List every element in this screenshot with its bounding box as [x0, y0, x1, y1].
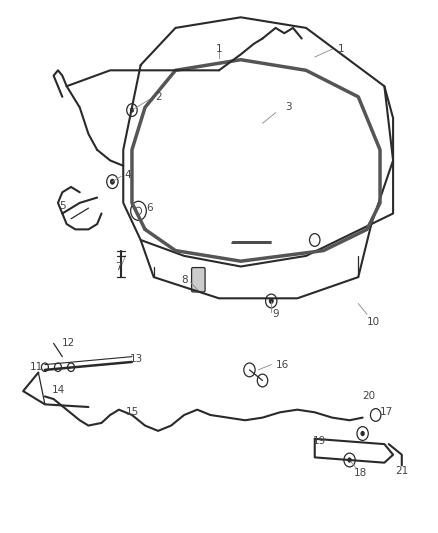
- Text: 3: 3: [285, 102, 292, 112]
- Circle shape: [269, 298, 273, 304]
- Text: 11: 11: [30, 362, 43, 372]
- Text: 17: 17: [380, 407, 393, 417]
- Text: 5: 5: [59, 200, 66, 211]
- Text: 21: 21: [395, 466, 408, 475]
- Text: 8: 8: [181, 274, 187, 285]
- FancyBboxPatch shape: [191, 268, 205, 292]
- Text: 6: 6: [146, 203, 153, 213]
- Circle shape: [360, 431, 365, 436]
- Text: 9: 9: [272, 309, 279, 319]
- Text: 10: 10: [367, 317, 380, 327]
- Circle shape: [130, 108, 134, 112]
- Text: 2: 2: [155, 92, 161, 102]
- Text: 15: 15: [125, 407, 138, 417]
- Text: 20: 20: [363, 391, 376, 401]
- Text: 12: 12: [62, 338, 75, 349]
- Text: 1: 1: [215, 44, 223, 54]
- Text: 16: 16: [276, 360, 289, 369]
- Text: 19: 19: [312, 437, 326, 447]
- Text: 18: 18: [354, 469, 367, 478]
- Circle shape: [347, 457, 352, 463]
- Text: 7: 7: [116, 262, 122, 271]
- Text: 13: 13: [130, 354, 143, 364]
- Text: 4: 4: [124, 170, 131, 180]
- Text: 14: 14: [51, 385, 64, 395]
- Circle shape: [110, 179, 115, 184]
- Text: 1: 1: [338, 44, 344, 54]
